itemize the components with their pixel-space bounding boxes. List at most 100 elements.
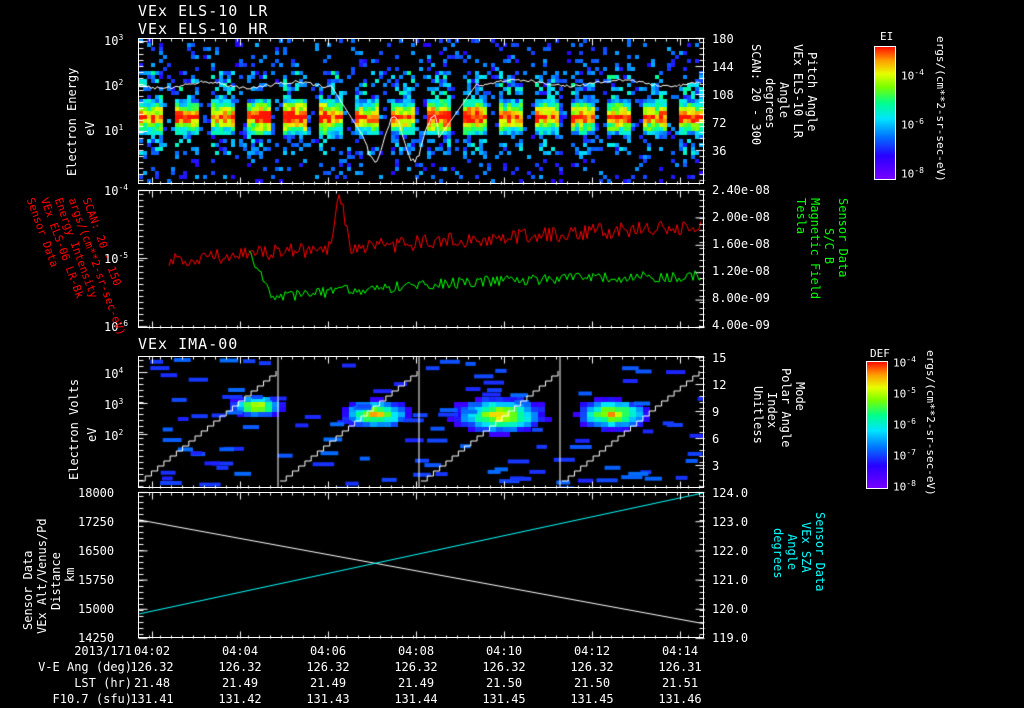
footer-cell-3-1: 131.42 — [218, 692, 262, 706]
panel3-left-tick-1: 103 — [104, 397, 124, 412]
panel3-colorbar-tick-1: 10-5 — [893, 386, 916, 401]
panel2-right-tick-0: 2.40e-08 — [712, 183, 770, 197]
panel3-right-tick-2: 9 — [712, 405, 720, 419]
panel2-right-tick-1: 2.00e-08 — [712, 210, 770, 224]
panel4-right-axis-name1: Sensor Data — [813, 512, 827, 592]
panel4-left-axis-name3: Distance — [49, 552, 63, 610]
panel4-right-tick-3: 121.0 — [712, 573, 749, 587]
panel1-right-tick-2: 108 — [712, 88, 734, 102]
panel1-title-hr: VEx ELS-10 HR — [138, 20, 269, 38]
panel4-right-tick-4: 120.0 — [712, 602, 749, 616]
footer-row-label-2: LST (hr) — [74, 676, 132, 690]
panel1-left-tick-1: 102 — [104, 78, 124, 93]
footer-cell-1-3: 126.32 — [394, 660, 438, 674]
panel1-right-axis-degrees: degrees — [763, 78, 777, 129]
panel4-right-axis-angle: Angle — [785, 534, 799, 571]
panel3-title: VEx IMA-00 — [138, 335, 239, 353]
footer-cell-2-6: 21.51 — [661, 676, 699, 690]
panel1-colorbar-tick-0: 10-4 — [901, 68, 924, 83]
footer-cell-2-3: 21.49 — [397, 676, 435, 690]
panel4-left-tick-4: 15000 — [78, 602, 115, 616]
footer-row-label-3: F10.7 (sfu) — [52, 692, 132, 706]
panel4-right-tick-1: 123.0 — [712, 515, 749, 529]
footer-row-label-0: 2013/171 — [74, 644, 132, 658]
footer-cell-2-5: 21.50 — [573, 676, 611, 690]
footer-cell-2-0: 21.48 — [133, 676, 171, 690]
footer-cell-3-6: 131.46 — [658, 692, 702, 706]
panel3-right-tick-3: 6 — [712, 432, 720, 446]
panel1-colorbar-tick-2: 10-8 — [901, 166, 924, 181]
panel2-right-tick-5: 4.00e-09 — [712, 318, 770, 332]
panel4-left-axis-name2: VEx Alt/Venus/Pd — [35, 518, 49, 634]
panel1-left-tick-2: 101 — [104, 123, 124, 138]
panel4-left-axis-name1: Sensor Data — [21, 550, 35, 630]
panel3-right-axis-unitless: Unitless — [751, 386, 765, 444]
footer-cell-3-3: 131.44 — [394, 692, 438, 706]
panel4-left-axis-name4: km — [63, 567, 77, 582]
panel2-left-tick-0: 10-4 — [104, 183, 129, 198]
panel3-left-axis-name2: eV — [85, 427, 99, 442]
footer-cell-3-5: 131.45 — [570, 692, 614, 706]
panel1-right-tick-0: 180 — [712, 32, 734, 46]
panel3-right-axis-name2: Polar Angle — [779, 368, 793, 448]
footer-cell-0-3: 04:08 — [397, 644, 435, 658]
panel1-left-tick-0: 103 — [104, 33, 124, 48]
panel2-right-axis-name1: Sensor Data — [836, 198, 850, 278]
footer-cell-1-5: 126.32 — [570, 660, 614, 674]
panel1-right-axis-angle: Angle — [777, 82, 791, 119]
panel3-colorbar-tick-0: 10-4 — [893, 355, 916, 370]
footer-cell-1-1: 126.32 — [218, 660, 262, 674]
panel4-left-tick-1: 17250 — [78, 515, 115, 529]
footer-row-label-1: V-E Ang (deg) — [38, 660, 132, 674]
panel3-left-axis-name1: Electron Volts — [67, 378, 81, 480]
footer-cell-0-2: 04:06 — [309, 644, 347, 658]
footer-cell-0-6: 04:14 — [661, 644, 699, 658]
panel3-colorbar-tick-3: 10-7 — [893, 448, 916, 463]
panel4-left-tick-3: 15750 — [78, 573, 115, 587]
panel2-right-axis-tesla: Tesla — [794, 198, 808, 235]
panel2-right-axis-name2: S/C B — [822, 228, 836, 265]
panel1-right-tick-3: 72 — [712, 116, 727, 130]
panel4-plot-area — [138, 492, 704, 638]
panel2-right-tick-4: 8.00e-09 — [712, 291, 770, 305]
panel1-title-lr: VEx ELS-10 LR — [138, 2, 269, 20]
footer-cell-3-2: 131.43 — [306, 692, 350, 706]
footer-cell-3-4: 131.45 — [482, 692, 526, 706]
panel4-left-tick-5: 14250 — [78, 631, 115, 645]
panel1-right-axis-name2: VEx ELS-10 LR — [791, 44, 805, 138]
panel3-right-tick-1: 12 — [712, 378, 727, 392]
panel2-right-tick-3: 1.20e-08 — [712, 264, 770, 278]
panel1-colorbar — [874, 46, 896, 180]
footer-cell-1-6: 126.31 — [658, 660, 702, 674]
panel1-colorbar-tick-1: 10-6 — [901, 117, 924, 132]
panel2-plot-area — [138, 190, 704, 328]
footer-cell-2-1: 21.49 — [221, 676, 259, 690]
footer-cell-0-1: 04:04 — [221, 644, 259, 658]
footer-cell-1-4: 126.32 — [482, 660, 526, 674]
panel1-right-axis-name1: Pitch Angle — [805, 52, 819, 132]
footer-cell-0-0: 04:02 — [133, 644, 171, 658]
panel1-left-axis-name1: Electron Energy — [65, 67, 79, 176]
panel4-right-tick-0: 124.0 — [712, 486, 749, 500]
footer-cell-2-2: 21.49 — [309, 676, 347, 690]
panel3-colorbar — [866, 361, 888, 489]
panel3-colorbar-tick-2: 10-6 — [893, 417, 916, 432]
panel3-right-tick-4: 3 — [712, 459, 720, 473]
panel4-right-tick-5: 119.0 — [712, 631, 749, 645]
panel3-colorbar-tick-4: 10-8 — [893, 479, 916, 494]
panel3-right-tick-0: 15 — [712, 351, 727, 365]
panel4-left-tick-0: 18000 — [78, 486, 115, 500]
panel2-right-tick-2: 1.60e-08 — [712, 237, 770, 251]
panel1-right-tick-1: 144 — [712, 60, 734, 74]
panel3-colorbar-units: ergs/(cm**2-sr-sec-eV) — [924, 350, 937, 496]
panel3-left-tick-0: 104 — [104, 366, 124, 381]
panel1-right-tick-4: 36 — [712, 144, 727, 158]
panel4-left-tick-2: 16500 — [78, 544, 115, 558]
panel1-right-axis-scan: SCAN: 20 - 300 — [749, 44, 763, 146]
footer-cell-1-2: 126.32 — [306, 660, 350, 674]
panel2-right-axis-name3: Magnetic Field — [808, 198, 822, 300]
footer-cell-0-4: 04:10 — [485, 644, 523, 658]
panel1-colorbar-units: ergs/(cm**2-sr-sec-eV) — [934, 36, 947, 182]
panel3-left-tick-2: 102 — [104, 428, 124, 443]
